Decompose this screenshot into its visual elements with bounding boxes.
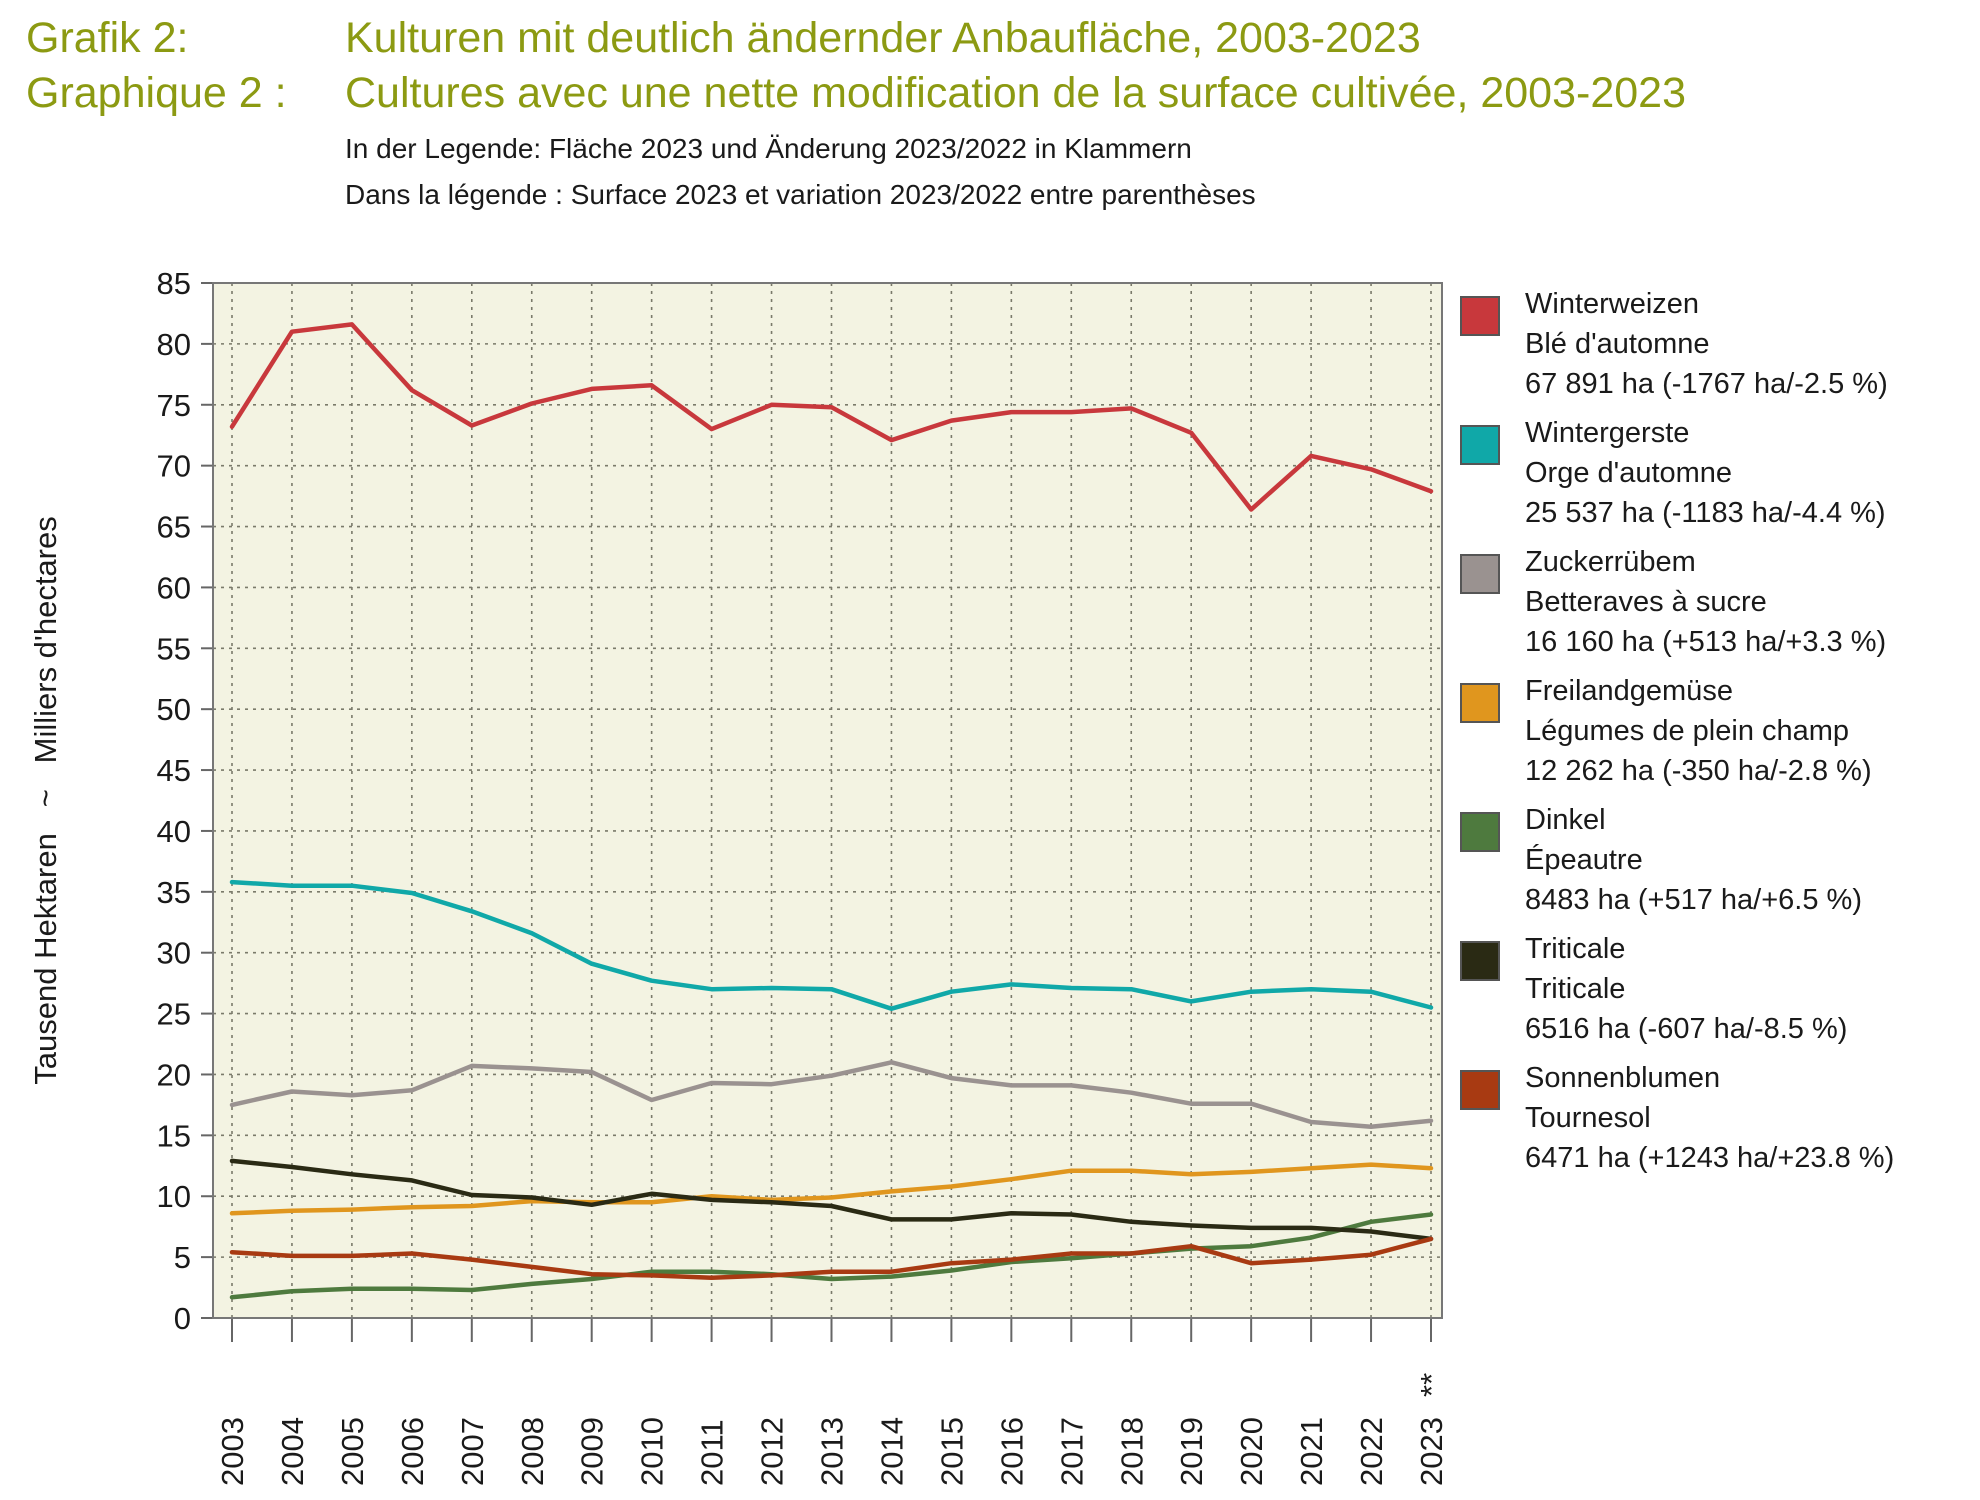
x-tick-label: 2019 <box>1174 1417 1209 1486</box>
legend-name-de: Sonnenblumen <box>1525 1062 1721 1094</box>
x-tick-label: 2016 <box>994 1417 1029 1486</box>
legend-swatch <box>1460 941 1500 981</box>
series-line-triticale <box>229 1158 1434 1242</box>
legend-detail: 16 160 ha (+513 ha/+3.3 %) <box>1525 626 1887 658</box>
series-line-freilandgem-se <box>229 1162 1434 1216</box>
x-tick-label: 2022 <box>1354 1417 1389 1486</box>
x-tick-label: 2006 <box>395 1417 430 1486</box>
legend-label: Dinkel Épeautre 8483 ha (+517 ha/+6.5 %) <box>1525 800 1862 920</box>
legend-detail: 25 537 ha (-1183 ha/-4.4 %) <box>1525 497 1886 529</box>
y-tick-label: 15 <box>157 1118 191 1153</box>
plot-frame <box>212 282 1443 1319</box>
axis-ticks <box>201 282 1432 1342</box>
series-line-dinkel <box>229 1212 1434 1300</box>
legend-label: Winterweizen Blé d'automne 67 891 ha (-176… <box>1525 284 1888 404</box>
y-tick-label: 80 <box>157 327 191 362</box>
y-tick-label: 30 <box>157 936 191 971</box>
series-line-sonnenblumen <box>229 1236 1434 1281</box>
y-tick-label: 45 <box>157 753 191 788</box>
y-tick-label: 20 <box>157 1057 191 1092</box>
legend-name-de: Winterweizen <box>1525 288 1700 320</box>
y-tick-label: 0 <box>174 1301 191 1336</box>
title-fr: Cultures avec une nette modification de … <box>345 69 1686 117</box>
y-tick-label: 70 <box>157 449 191 484</box>
legend-swatch <box>1460 683 1500 723</box>
y-axis-tick-labels: 0 5 10 15 20 25 30 35 40 45 50 55 60 65 70 75 80 85 <box>157 266 191 1336</box>
x-tick-label: 2012 <box>755 1417 790 1486</box>
y-tick-label: 10 <box>157 1179 191 1214</box>
y-tick-label: 35 <box>157 875 191 910</box>
x-axis-tick-labels: 2003 2004 2005 2006 2007 2008 2009 2010 2011 2012… <box>215 1373 1449 1486</box>
legend-detail: 67 891 ha (-1767 ha/-2.5 %) <box>1525 368 1888 400</box>
x-tick-label: 2009 <box>575 1417 610 1486</box>
x-tick-label: 2023 <box>1414 1417 1449 1486</box>
x-tick-label: 2015 <box>934 1417 969 1486</box>
legend-swatch <box>1460 296 1500 336</box>
x-tick-label: 2004 <box>275 1417 310 1486</box>
y-tick-label: 40 <box>157 814 191 849</box>
subtitle-fr: Dans la légende : Surface 2023 et variat… <box>345 179 1256 210</box>
legend-name-de: Zuckerrübem <box>1525 546 1696 578</box>
y-tick-label: 55 <box>157 631 191 666</box>
x-tick-label: 2008 <box>515 1417 550 1486</box>
title-prefix-de: Grafik 2: <box>26 14 189 62</box>
legend-name-de: Freilandgemüse <box>1525 675 1733 707</box>
legend-detail: 6516 ha (-607 ha/-8.5 %) <box>1525 1013 1848 1045</box>
x-tick-label: 2017 <box>1054 1417 1089 1486</box>
x-tick-label: 2021 <box>1294 1417 1329 1486</box>
series-line-wintergerste <box>229 879 1434 1011</box>
x-tick-label: 2013 <box>815 1417 850 1486</box>
y-axis-label: Tausend Hektaren ~ Milliers d'hectares <box>28 516 63 1085</box>
legend-name-fr: Orge d'automne <box>1525 457 1733 489</box>
y-tick-label: 60 <box>157 570 191 605</box>
legend-name-fr: Légumes de plein champ <box>1525 715 1850 747</box>
legend-name-de: Triticale <box>1525 933 1626 965</box>
legend-swatch <box>1460 812 1500 852</box>
y-tick-label: 65 <box>157 510 191 545</box>
legend-detail: 12 262 ha (-350 ha/-2.8 %) <box>1525 755 1872 787</box>
legend-label: Zuckerrübem Betteraves à sucre 16 160 ha (… <box>1525 542 1886 662</box>
legend-swatch <box>1460 425 1500 465</box>
legend-name-de: Dinkel <box>1525 804 1606 836</box>
x-tick-label: 2005 <box>335 1417 370 1486</box>
legend-label: Wintergerste Orge d'automne 25 537 ha (-11… <box>1525 413 1886 533</box>
x-annotation-label: ** <box>1414 1373 1449 1397</box>
title-de: Kulturen mit deutlich ändernder Anbauflä… <box>345 14 1421 62</box>
y-tick-label: 75 <box>157 388 191 423</box>
series-lines <box>229 322 1434 1300</box>
legend-swatch <box>1460 1070 1500 1110</box>
legend-name-fr: Épeautre <box>1525 844 1643 876</box>
y-tick-label: 25 <box>157 997 191 1032</box>
series-line-zuckerr-bem <box>229 1060 1434 1130</box>
legend-swatch <box>1460 554 1500 594</box>
legend-name-fr: Triticale <box>1525 973 1626 1005</box>
x-tick-label: 2007 <box>455 1417 490 1486</box>
legend-label: Sonnenblumen Tournesol 6471 ha (+1243 ha/+… <box>1525 1058 1894 1178</box>
plot-area <box>213 283 1442 1318</box>
legend-detail: 8483 ha (+517 ha/+6.5 %) <box>1525 884 1862 916</box>
series-line-winterweizen <box>229 322 1434 512</box>
title-prefix-fr: Graphique 2 : <box>26 69 287 117</box>
y-tick-label: 85 <box>157 266 191 301</box>
y-tick-label: 50 <box>157 692 191 727</box>
x-tick-label: 2020 <box>1234 1417 1269 1486</box>
x-tick-label: 2003 <box>215 1417 250 1486</box>
x-tick-label: 2018 <box>1114 1417 1149 1486</box>
x-tick-label: 2011 <box>695 1419 730 1486</box>
legend-label: Freilandgemüse Légumes de plein champ 12 2… <box>1525 671 1872 791</box>
legend-name-fr: Blé d'automne <box>1525 328 1710 360</box>
subtitle-de: In der Legende: Fläche 2023 und Änderung… <box>345 133 1192 164</box>
x-tick-label: 2014 <box>874 1417 909 1486</box>
y-tick-label: 5 <box>174 1240 191 1275</box>
legend-name-fr: Betteraves à sucre <box>1525 586 1767 618</box>
legend-name-de: Wintergerste <box>1525 417 1690 449</box>
legend-detail: 6471 ha (+1243 ha/+23.8 %) <box>1525 1142 1895 1174</box>
legend-label: Triticale Triticale 6516 ha (-607 ha/-8.5 … <box>1525 929 1847 1049</box>
legend-name-fr: Tournesol <box>1525 1102 1651 1134</box>
x-tick-label: 2010 <box>635 1417 670 1486</box>
